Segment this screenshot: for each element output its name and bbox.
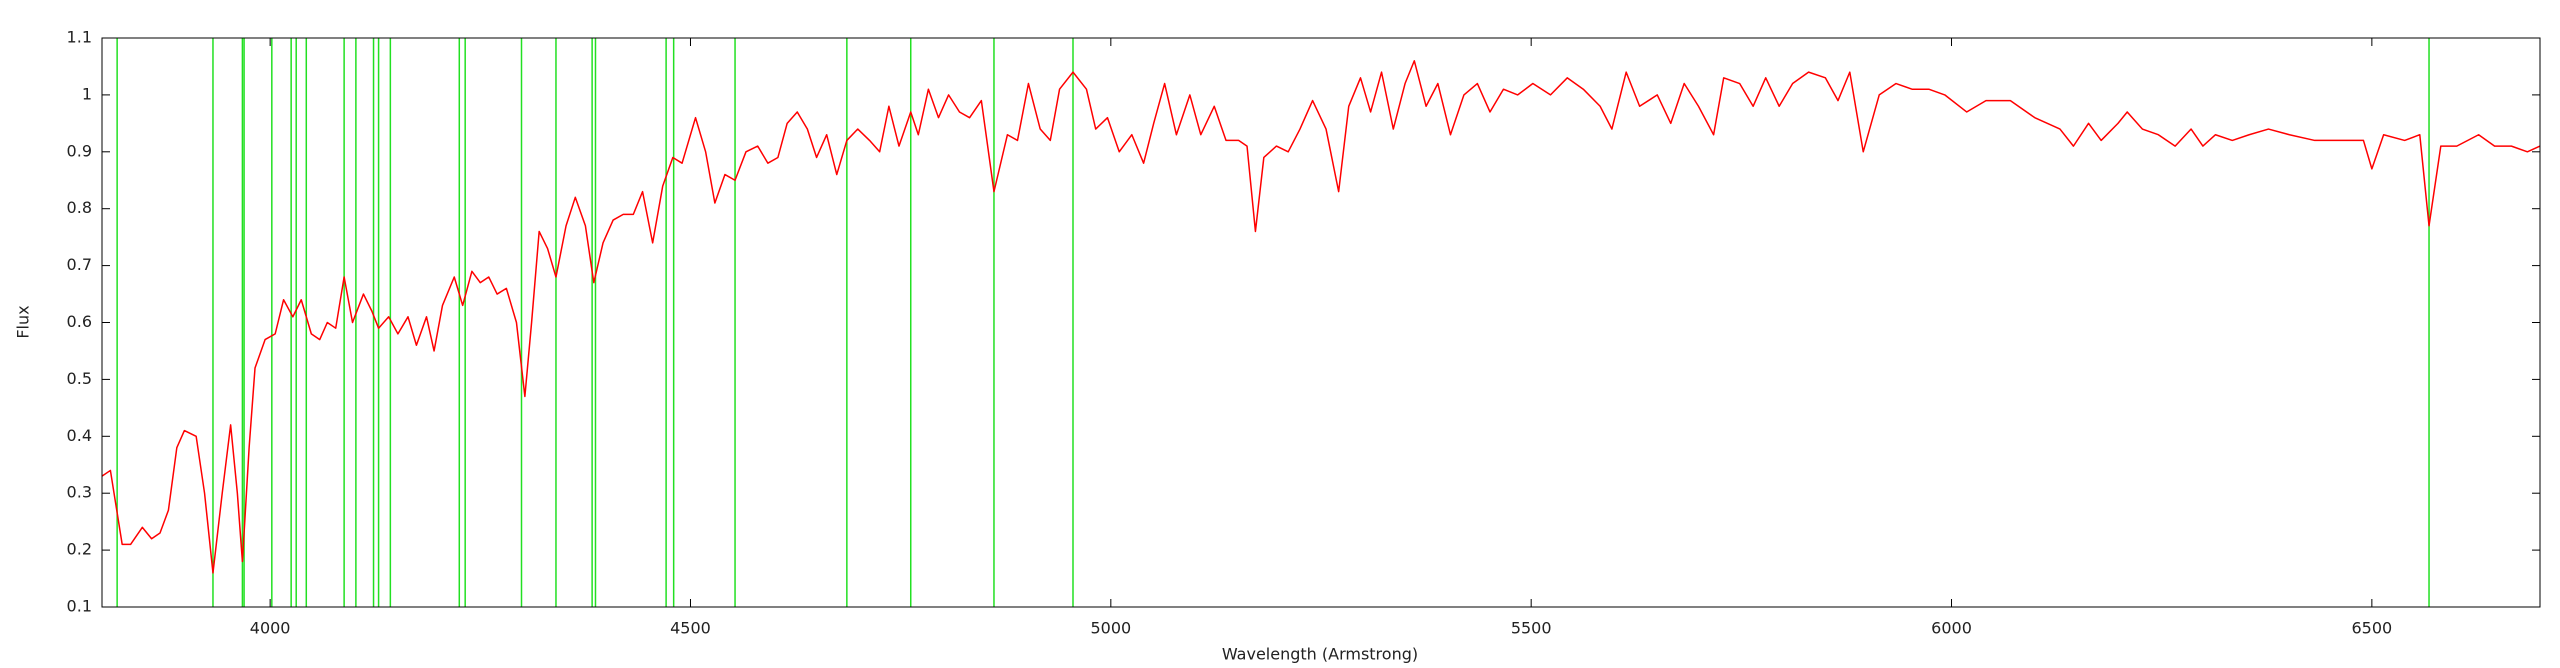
y-tick-label: 0.8 [67,198,92,217]
x-axis-label: Wavelength (Armstrong) [1222,645,1418,664]
y-tick-label: 1 [82,84,92,103]
y-axis-label: Flux [14,305,33,338]
y-tick-label: 0.4 [67,426,92,445]
y-tick-label: 0.7 [67,255,92,274]
y-tick-label: 0.1 [67,597,92,616]
x-tick-label: 6500 [2352,619,2393,638]
spectrum-line [101,60,2541,574]
y-tick-label: 1.1 [67,28,92,47]
x-tick-label: 5500 [1511,619,1552,638]
y-tick-label: 0.2 [67,540,92,559]
plot-frame [101,37,2541,608]
y-tick-label: 0.9 [67,141,92,160]
y-tick-label: 0.6 [67,312,92,331]
y-tick-label: 0.3 [67,483,92,502]
x-tick-label: 4000 [250,619,291,638]
x-tick-label: 5000 [1090,619,1131,638]
x-tick-label: 4500 [670,619,711,638]
x-tick-label: 6000 [1931,619,1972,638]
y-tick-label: 0.5 [67,369,92,388]
